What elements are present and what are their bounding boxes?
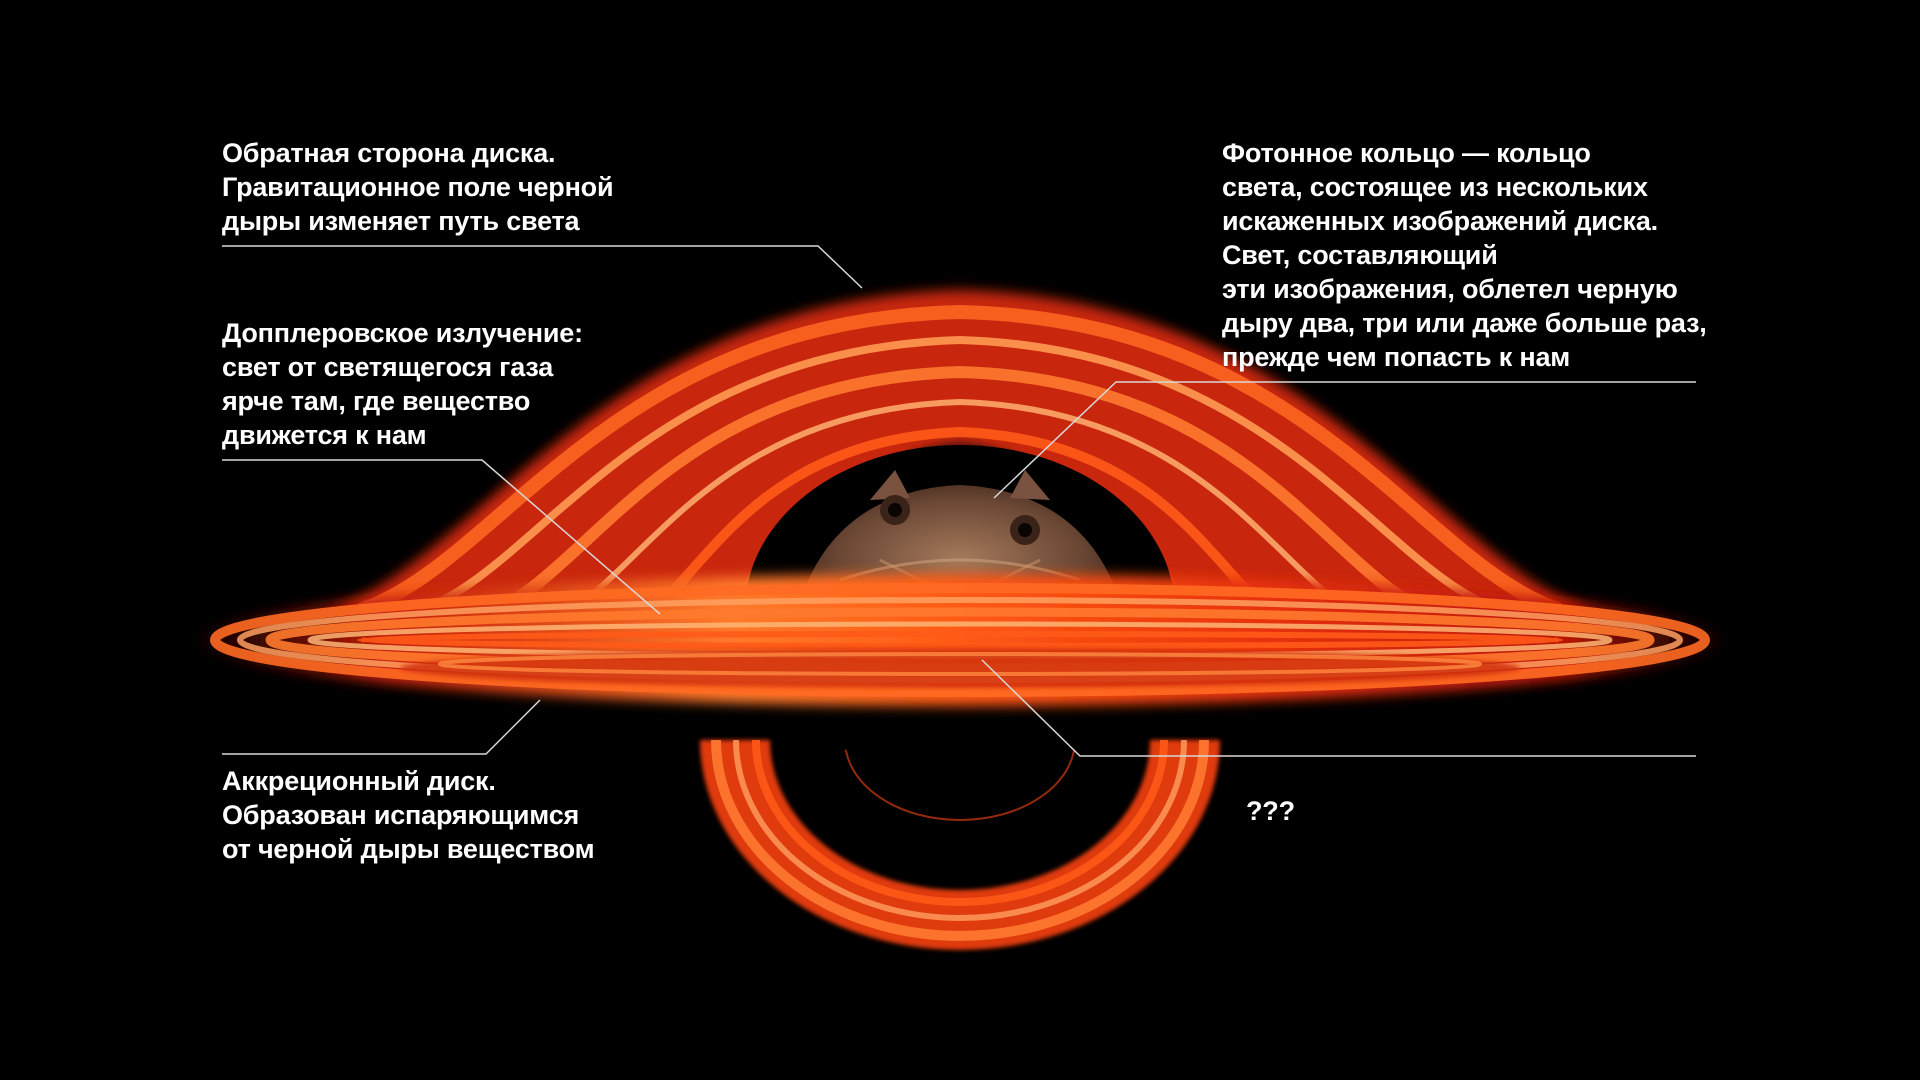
- label-back-side-line: дыры изменяет путь света: [222, 206, 580, 236]
- label-back-side-line: Обратная сторона диска.: [222, 138, 556, 168]
- label-accretion-disk: Аккреционный диск. Образован испаряющимс…: [222, 764, 595, 866]
- label-photon-ring-line: света, состоящее из нескольких: [1222, 172, 1648, 202]
- label-doppler-line: свет от светящегося газа: [222, 352, 554, 382]
- label-doppler-line: ярче там, где вещество: [222, 386, 531, 416]
- label-photon-ring-line: Свет, составляющий: [1222, 240, 1498, 270]
- label-accretion-disk-line: от черной дыры веществом: [222, 834, 595, 864]
- leader-accretion: [222, 699, 541, 755]
- label-unknown: ???: [1246, 794, 1295, 828]
- leader-unknown: [981, 659, 1696, 757]
- leader-lines: [222, 245, 1696, 757]
- label-photon-ring-line: Фотонное кольцо — кольцо: [1222, 138, 1591, 168]
- leader-doppler: [222, 459, 661, 615]
- label-back-side: Обратная сторона диска. Гравитационное п…: [222, 136, 614, 238]
- label-doppler-line: Допплеровское излучение:: [222, 318, 583, 348]
- label-accretion-disk-line: Аккреционный диск.: [222, 766, 496, 796]
- label-photon-ring-line: искаженных изображений диска.: [1222, 206, 1658, 236]
- label-accretion-disk-line: Образован испаряющимся: [222, 800, 580, 830]
- lower-lensed-ring: [700, 739, 1220, 950]
- label-photon-ring-line: эти изображения, облетел черную: [1222, 274, 1678, 304]
- accretion-disk: [200, 574, 1720, 706]
- label-doppler: Допплеровское излучение: свет от светяще…: [222, 316, 583, 452]
- label-photon-ring-line: дыру два, три или даже больше раз,: [1222, 308, 1707, 338]
- label-photon-ring-line: прежде чем попасть к нам: [1222, 342, 1571, 372]
- label-photon-ring: Фотонное кольцо — кольцо света, состояще…: [1222, 136, 1707, 374]
- label-unknown-text: ???: [1246, 796, 1295, 826]
- label-back-side-line: Гравитационное поле черной: [222, 172, 614, 202]
- leader-back-side: [222, 245, 863, 289]
- label-doppler-line: движется к нам: [222, 420, 427, 450]
- leader-photon-ring: [993, 381, 1696, 499]
